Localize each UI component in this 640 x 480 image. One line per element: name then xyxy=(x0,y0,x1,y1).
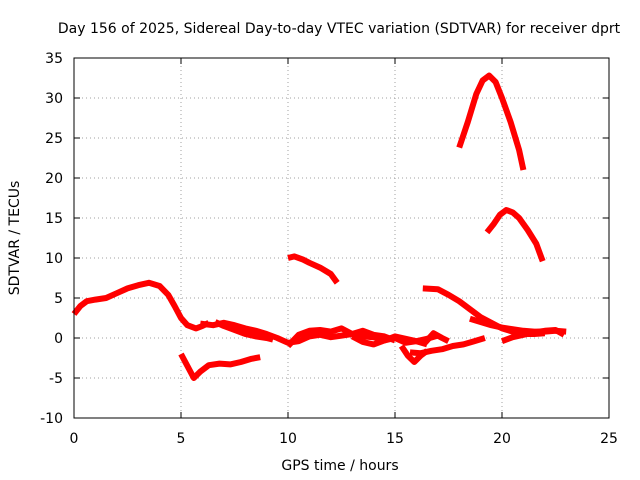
series-track-o xyxy=(484,207,546,263)
series-track-n xyxy=(456,72,527,171)
grid xyxy=(74,58,609,418)
x-tick-label: 5 xyxy=(177,431,186,447)
data-series xyxy=(71,72,567,381)
y-tick-label: 10 xyxy=(45,251,63,267)
plot-frame xyxy=(73,57,610,419)
series-track-d xyxy=(285,325,397,349)
y-tick-label: 25 xyxy=(45,131,63,147)
y-axis-label: SDTVAR / TECUs xyxy=(7,181,23,296)
x-tick-label: 20 xyxy=(493,431,511,447)
x-tick-label: 15 xyxy=(386,431,404,447)
axis-ticks: 0 5 10 15 20 25 -10 -5 0 5 10 15 20 25 30 35 xyxy=(40,51,618,447)
series-track-l xyxy=(287,253,340,285)
series-track-a xyxy=(71,279,211,332)
x-tick-label: 25 xyxy=(600,431,618,447)
series-track-e xyxy=(350,332,439,348)
y-tick-label: -5 xyxy=(49,371,63,387)
y-tick-label: 0 xyxy=(54,331,63,347)
x-tick-label: 10 xyxy=(279,431,297,447)
y-tick-label: 15 xyxy=(45,211,63,227)
y-tick-label: 5 xyxy=(54,291,63,307)
series-track-h xyxy=(422,330,450,345)
series-track-i xyxy=(422,285,546,337)
series-track-m xyxy=(178,352,261,381)
series-track-k xyxy=(500,327,566,345)
series-track-c xyxy=(213,319,274,343)
y-tick-label: -10 xyxy=(40,411,63,427)
x-axis-label: GPS time / hours xyxy=(281,458,398,474)
y-tick-label: 30 xyxy=(45,91,63,107)
y-tick-label: 35 xyxy=(45,51,63,67)
series-track-g xyxy=(409,335,486,357)
chart-title: Day 156 of 2025, Sidereal Day-to-day VTE… xyxy=(58,21,621,37)
y-tick-label: 20 xyxy=(45,171,63,187)
x-tick-label: 0 xyxy=(70,431,79,447)
